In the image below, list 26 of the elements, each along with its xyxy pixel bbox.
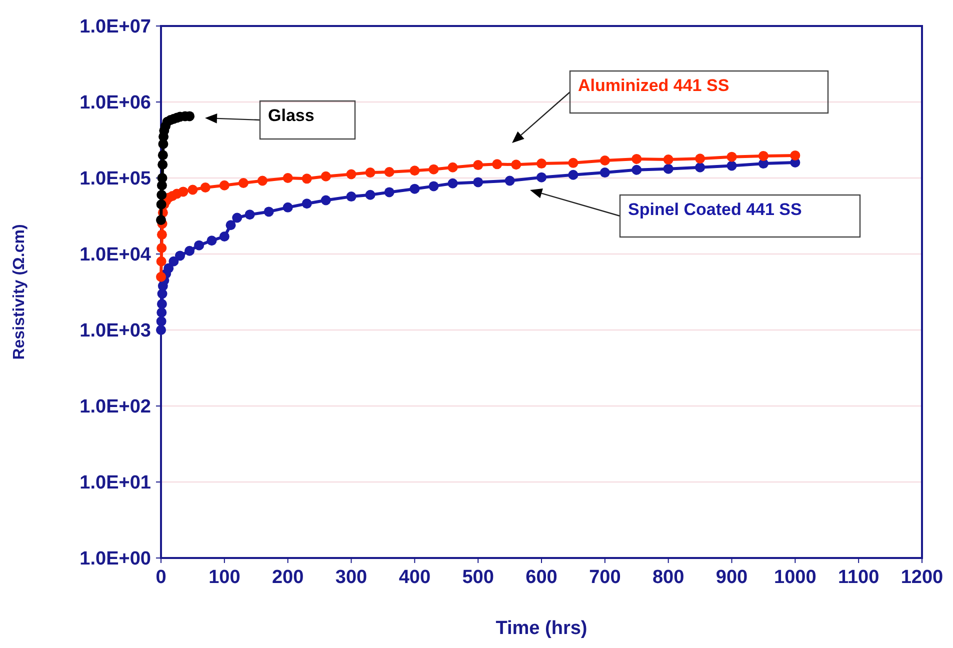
y-tick-label: 1.0E+06 bbox=[80, 92, 151, 114]
y-axis-title: Resistivity (Ω.cm) bbox=[11, 224, 28, 360]
y-tick-label: 1.0E+07 bbox=[80, 16, 151, 38]
x-tick-label: 500 bbox=[462, 567, 494, 588]
x-tick-label: 200 bbox=[272, 567, 304, 588]
x-tick-label: 0 bbox=[156, 567, 166, 588]
x-tick-label: 800 bbox=[652, 567, 684, 588]
annotation: Spinel Coated 441 SS bbox=[628, 200, 802, 219]
x-tick-label: 1100 bbox=[838, 567, 880, 588]
x-tick-label: 400 bbox=[398, 567, 431, 588]
x-tick-label: 900 bbox=[716, 567, 748, 588]
x-axis-title: Time (hrs) bbox=[496, 618, 588, 639]
x-tick-label: 600 bbox=[526, 567, 558, 588]
annotation: Aluminized 441 SS bbox=[578, 76, 730, 95]
x-tick-label: 1000 bbox=[774, 567, 816, 588]
y-tick-label: 1.0E+01 bbox=[80, 472, 152, 494]
y-tick-label: 1.0E+03 bbox=[80, 320, 151, 342]
y-tick-label: 1.0E+05 bbox=[80, 168, 152, 190]
annotation: Glass bbox=[268, 106, 314, 125]
y-tick-label: 1.0E+04 bbox=[80, 244, 152, 266]
y-tick-label: 1.0E+02 bbox=[80, 396, 151, 418]
y-tick-label: 1.0E+00 bbox=[80, 548, 151, 570]
x-tick-label: 1200 bbox=[900, 567, 944, 588]
x-tick-label: 700 bbox=[589, 567, 621, 588]
x-tick-label: 100 bbox=[208, 567, 240, 588]
x-tick-label: 300 bbox=[335, 567, 368, 588]
